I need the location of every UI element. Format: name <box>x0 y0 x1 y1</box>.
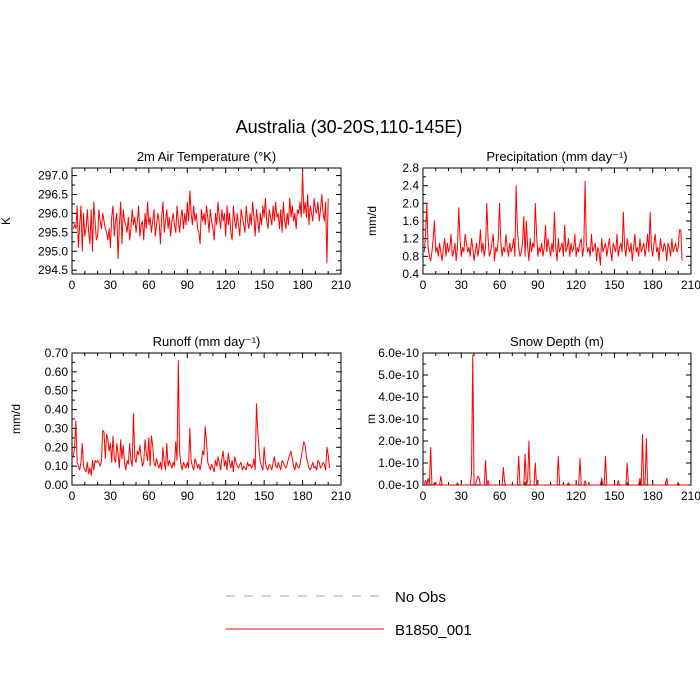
panel-title: 2m Air Temperature (°K) <box>137 149 276 164</box>
x-tick-label: 120 <box>216 489 236 503</box>
y-tick-label: 297.0 <box>38 169 68 183</box>
y-tick-label: 296.0 <box>38 206 68 220</box>
y-tick-label: 0.30 <box>45 421 69 435</box>
y-tick-label: 0.40 <box>45 403 69 417</box>
x-tick-label: 180 <box>293 278 313 292</box>
x-tick-label: 60 <box>142 489 156 503</box>
y-axis-label: m <box>364 414 378 424</box>
panel-title: Precipitation (mm day⁻¹) <box>486 149 627 164</box>
y-tick-label: 2.8 <box>402 161 419 175</box>
y-tick-label: 1.2 <box>402 232 419 246</box>
x-tick-label: 210 <box>331 489 351 503</box>
x-tick-label: 30 <box>104 489 118 503</box>
x-tick-label: 30 <box>455 489 469 503</box>
x-tick-label: 0 <box>420 278 427 292</box>
series-line-b1850-001 <box>72 171 329 264</box>
legend: No Obs B1850_001 <box>226 589 472 639</box>
x-tick-label: 0 <box>69 278 76 292</box>
y-tick-label: 294.5 <box>38 263 68 277</box>
series-line-b1850-001 <box>72 360 330 477</box>
y-tick-label: 296.5 <box>38 188 68 202</box>
y-axis-label: mm/d <box>365 206 379 236</box>
x-tick-label: 60 <box>493 489 507 503</box>
y-tick-label: 6.0e-10 <box>378 346 419 360</box>
x-tick-label: 0 <box>420 489 427 503</box>
legend-label-b1850-001: B1850_001 <box>395 622 472 639</box>
x-tick-label: 150 <box>254 489 274 503</box>
x-tick-label: 90 <box>531 489 545 503</box>
x-tick-label: 120 <box>216 278 236 292</box>
x-tick-label: 180 <box>643 489 663 503</box>
chart-panels: 2m Air Temperature (°K) K 0 30 60 90 120 150 180… <box>0 149 700 503</box>
plot-frame <box>71 167 342 275</box>
x-tick-label: 90 <box>181 489 195 503</box>
series-line-b1850-001 <box>423 354 689 486</box>
panel-snow-depth: Snow Depth (m) m 0 30 60 90 120 150 180 210 0.0e-1… <box>364 334 700 503</box>
x-tick-label: 150 <box>604 278 624 292</box>
y-tick-label: 1.0e-10 <box>378 456 419 470</box>
y-axis-label: mm/d <box>9 404 23 434</box>
y-tick-label: 295.5 <box>38 225 68 239</box>
y-tick-label: 1.6 <box>402 214 419 228</box>
x-tick-label: 60 <box>142 278 156 292</box>
x-tick-label: 150 <box>254 278 274 292</box>
y-tick-label: 0.10 <box>45 459 69 473</box>
panel-air-temperature: 2m Air Temperature (°K) K 0 30 60 90 120 150 180… <box>0 149 351 292</box>
y-tick-label: 5.0e-10 <box>378 368 419 382</box>
figure-title: Australia (30-20S,110-145E) <box>236 117 463 137</box>
x-tick-label: 120 <box>566 278 586 292</box>
y-tick-label: 0.20 <box>45 440 69 454</box>
x-tick-label: 180 <box>293 489 313 503</box>
y-tick-label: 295.0 <box>38 244 68 258</box>
y-tick-label: 0.8 <box>402 249 419 263</box>
x-tick-label: 0 <box>69 489 76 503</box>
legend-label-no-obs: No Obs <box>395 589 446 606</box>
x-tick-label: 30 <box>455 278 469 292</box>
panel-title: Snow Depth (m) <box>510 334 604 349</box>
plot-frame <box>422 352 692 486</box>
y-tick-label: 2.0e-10 <box>378 434 419 448</box>
y-tick-label: 0.4 <box>402 267 419 281</box>
x-tick-label: 30 <box>104 278 118 292</box>
y-tick-label: 0.50 <box>45 384 69 398</box>
panel-runoff: Runoff (mm day⁻¹) mm/d 0 30 60 90 120 150 180 210… <box>9 334 351 503</box>
x-tick-label: 210 <box>681 278 700 292</box>
x-tick-label: 60 <box>493 278 507 292</box>
x-tick-label: 210 <box>681 489 700 503</box>
series-line-b1850-001 <box>423 180 683 266</box>
x-tick-label: 180 <box>643 278 663 292</box>
y-tick-label: 0.0e-10 <box>378 478 419 492</box>
y-tick-label: 2.4 <box>402 179 419 193</box>
plot-frame <box>71 352 342 486</box>
y-tick-label: 0.70 <box>45 346 69 360</box>
panel-title: Runoff (mm day⁻¹) <box>153 334 261 349</box>
y-tick-label: 0.60 <box>45 365 69 379</box>
y-tick-label: 0.00 <box>45 478 69 492</box>
y-tick-label: 4.0e-10 <box>378 390 419 404</box>
panel-precipitation: Precipitation (mm day⁻¹) mm/d 0 30 60 90 120 15… <box>365 149 700 292</box>
y-axis-label: K <box>0 217 13 225</box>
x-tick-label: 210 <box>331 278 351 292</box>
x-tick-label: 90 <box>181 278 195 292</box>
y-tick-label: 3.0e-10 <box>378 412 419 426</box>
y-tick-label: 2.0 <box>402 196 419 210</box>
x-tick-label: 150 <box>604 489 624 503</box>
x-tick-label: 120 <box>566 489 586 503</box>
x-tick-label: 90 <box>531 278 545 292</box>
